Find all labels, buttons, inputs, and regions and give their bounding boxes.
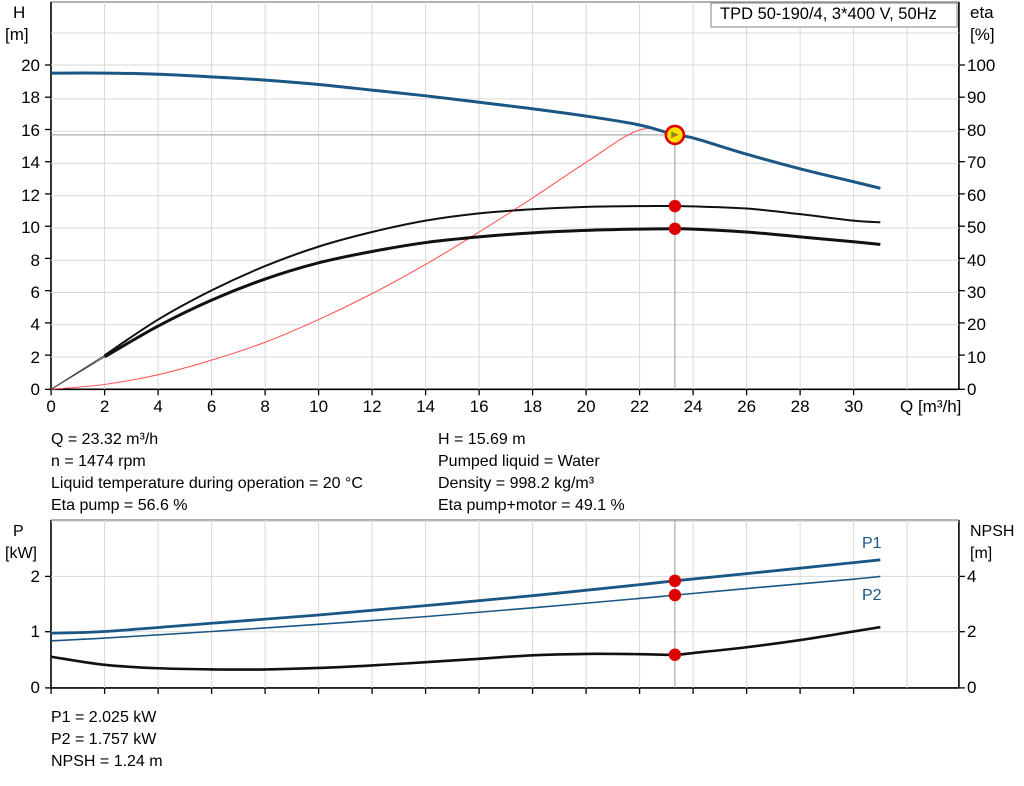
svg-text:2: 2 — [100, 397, 109, 416]
svg-text:4: 4 — [153, 397, 162, 416]
svg-text:28: 28 — [791, 397, 810, 416]
svg-text:2: 2 — [31, 567, 40, 586]
svg-text:70: 70 — [967, 153, 986, 172]
svg-text:90: 90 — [967, 88, 986, 107]
svg-text:2: 2 — [967, 622, 976, 641]
svg-text:8: 8 — [260, 397, 269, 416]
svg-text:Eta pump = 56.6 %: Eta pump = 56.6 % — [51, 497, 188, 514]
svg-text:22: 22 — [630, 397, 649, 416]
svg-text:0: 0 — [46, 397, 55, 416]
svg-text:20: 20 — [21, 56, 40, 75]
svg-text:0: 0 — [31, 678, 40, 697]
svg-text:P: P — [13, 523, 24, 540]
svg-text:18: 18 — [21, 88, 40, 107]
svg-text:0: 0 — [31, 380, 40, 399]
svg-text:60: 60 — [967, 186, 986, 205]
svg-text:6: 6 — [31, 283, 40, 302]
svg-text:10: 10 — [967, 348, 986, 367]
svg-text:24: 24 — [684, 397, 703, 416]
svg-text:[kW]: [kW] — [5, 545, 37, 562]
svg-text:12: 12 — [363, 397, 382, 416]
svg-text:Eta pump+motor = 49.1 %: Eta pump+motor = 49.1 % — [438, 497, 625, 514]
svg-text:Q = 23.32 m³/h: Q = 23.32 m³/h — [51, 431, 158, 448]
svg-text:16: 16 — [21, 121, 40, 140]
svg-text:20: 20 — [577, 397, 596, 416]
svg-text:1: 1 — [31, 622, 40, 641]
svg-text:8: 8 — [31, 251, 40, 270]
svg-text:30: 30 — [844, 397, 863, 416]
svg-text:50: 50 — [967, 218, 986, 237]
svg-text:H = 15.69 m: H = 15.69 m — [438, 431, 526, 448]
svg-text:100: 100 — [967, 56, 995, 75]
svg-text:eta: eta — [970, 3, 994, 22]
svg-text:0: 0 — [967, 380, 976, 399]
svg-text:16: 16 — [470, 397, 489, 416]
svg-text:TPD 50-190/4, 3*400 V, 50Hz: TPD 50-190/4, 3*400 V, 50Hz — [720, 5, 937, 23]
svg-text:4: 4 — [31, 315, 40, 334]
svg-text:12: 12 — [21, 186, 40, 205]
svg-text:20: 20 — [967, 315, 986, 334]
svg-text:NPSH = 1.24 m: NPSH = 1.24 m — [51, 753, 163, 770]
svg-text:Liquid temperature during oper: Liquid temperature during operation = 20… — [51, 475, 363, 492]
svg-text:Density = 998.2 kg/m³: Density = 998.2 kg/m³ — [438, 475, 595, 492]
svg-text:18: 18 — [523, 397, 542, 416]
svg-text:2: 2 — [31, 348, 40, 367]
svg-text:80: 80 — [967, 121, 986, 140]
svg-text:40: 40 — [967, 251, 986, 270]
svg-text:P1 = 2.025 kW: P1 = 2.025 kW — [51, 709, 157, 726]
svg-text:NPSH: NPSH — [970, 523, 1014, 540]
svg-text:14: 14 — [416, 397, 435, 416]
svg-text:10: 10 — [21, 218, 40, 237]
svg-text:30: 30 — [967, 283, 986, 302]
svg-text:26: 26 — [737, 397, 756, 416]
svg-text:Pumped liquid = Water: Pumped liquid = Water — [438, 453, 600, 470]
svg-text:4: 4 — [967, 567, 976, 586]
svg-text:n = 1474 rpm: n = 1474 rpm — [51, 453, 146, 470]
svg-text:[%]: [%] — [970, 25, 995, 44]
svg-text:0: 0 — [967, 678, 976, 697]
svg-text:P1: P1 — [862, 535, 882, 552]
svg-text:6: 6 — [207, 397, 216, 416]
svg-text:[m]: [m] — [970, 545, 992, 562]
svg-text:Q [m³/h]: Q [m³/h] — [900, 397, 961, 416]
svg-text:P2: P2 — [862, 587, 882, 604]
svg-text:[m]: [m] — [5, 25, 29, 44]
svg-text:H: H — [13, 3, 25, 22]
svg-text:P2 = 1.757 kW: P2 = 1.757 kW — [51, 731, 157, 748]
svg-text:14: 14 — [21, 153, 40, 172]
svg-text:10: 10 — [309, 397, 328, 416]
